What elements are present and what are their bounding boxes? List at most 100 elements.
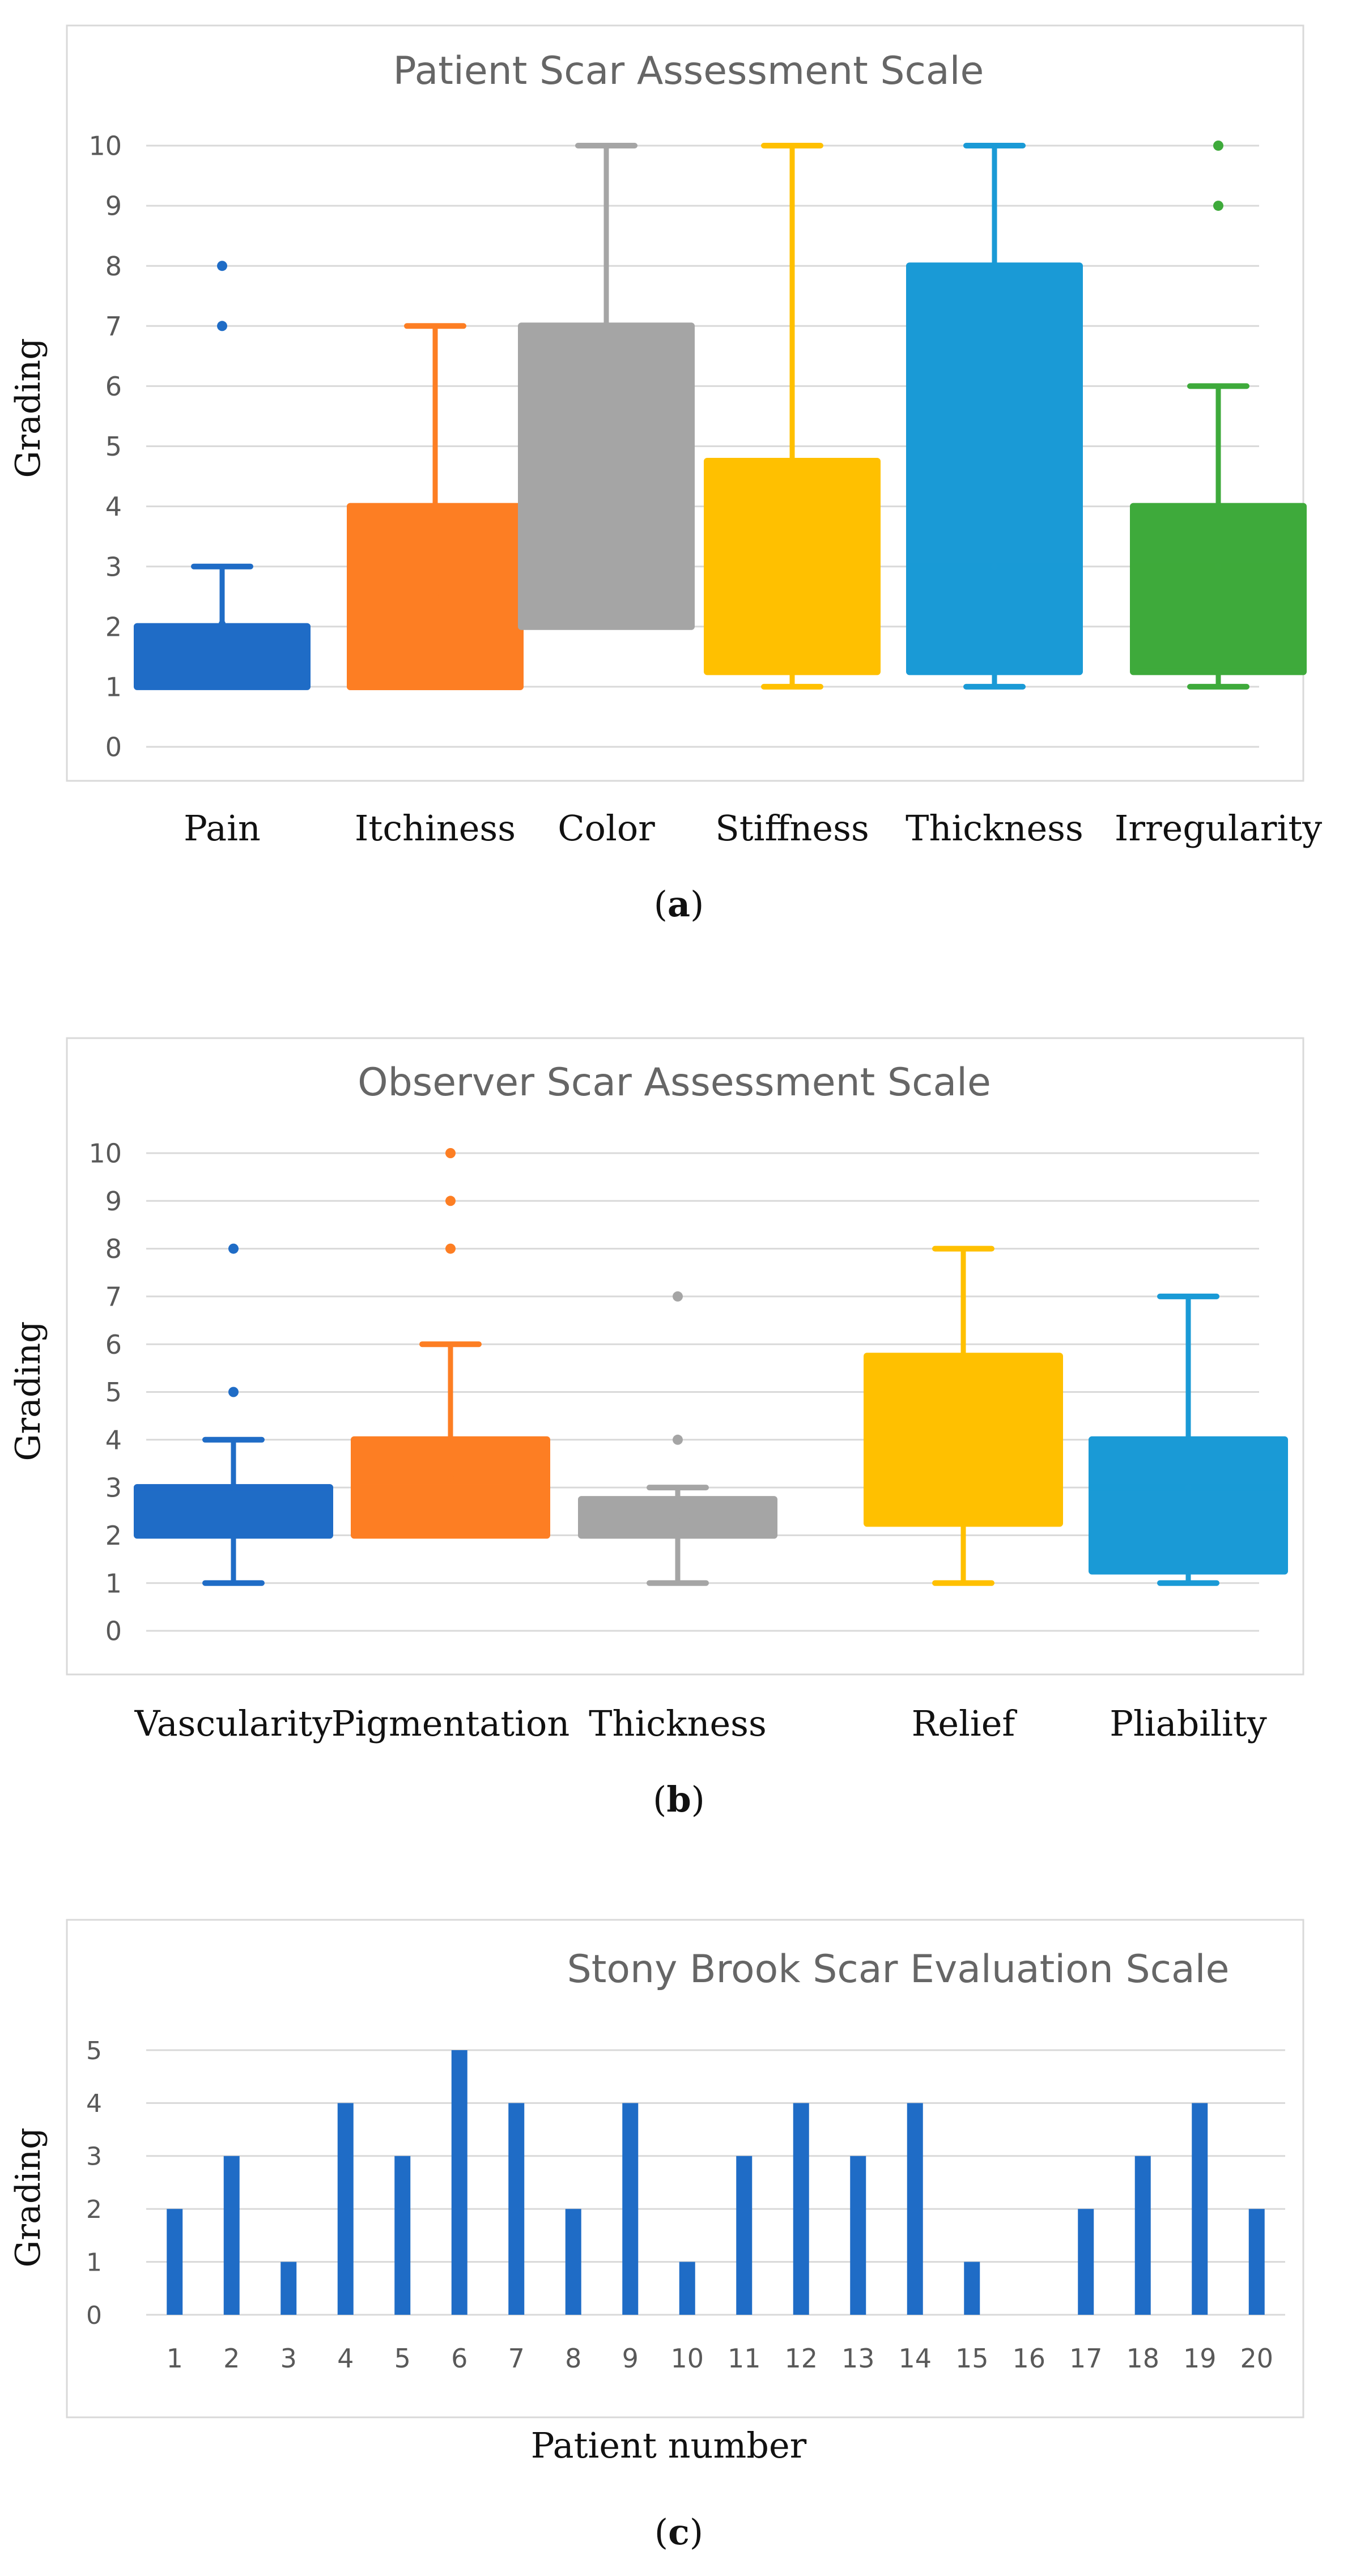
- chart-title: Patient Scar Assessment Scale: [393, 49, 984, 93]
- chart-title: Observer Scar Assessment Scale: [358, 1060, 991, 1105]
- mean-marker: [991, 563, 998, 570]
- caption-close: ): [691, 1779, 705, 1820]
- caption-open: (: [653, 1779, 666, 1820]
- mean-marker: [1185, 1484, 1192, 1491]
- category-label: Pliability: [1110, 1703, 1266, 1744]
- box-thickness: [578, 1291, 777, 1586]
- bar-patient-2: [223, 2156, 240, 2315]
- category-label: Color: [558, 807, 655, 849]
- y-tick-label: 3: [86, 2143, 102, 2171]
- bar-patient-4: [337, 2103, 354, 2315]
- box-itchiness: [347, 323, 524, 690]
- y-tick-label: 6: [105, 371, 122, 402]
- iqr-box: [906, 262, 1083, 675]
- y-axis-label: Grading: [8, 1321, 48, 1461]
- y-tick-label: 5: [86, 2037, 102, 2065]
- category-label: Vascularity: [134, 1703, 333, 1744]
- bar-patient-5: [394, 2156, 411, 2315]
- caption-letter: a: [668, 883, 690, 925]
- y-tick-label: 8: [105, 1234, 122, 1264]
- category-label: Stiffness: [715, 807, 869, 849]
- box-stiffness: [704, 143, 881, 690]
- bar-patient-11: [736, 2156, 753, 2315]
- mean-marker: [674, 1517, 681, 1525]
- mean-marker: [789, 563, 796, 570]
- x-tick-label: 4: [337, 2343, 354, 2374]
- y-axis-label: Grading: [8, 338, 48, 478]
- mean-marker: [603, 473, 610, 480]
- y-tick-label: 4: [105, 1425, 122, 1455]
- x-tick-label: 18: [1126, 2343, 1159, 2374]
- iqr-box: [134, 623, 311, 690]
- y-tick-label: 0: [86, 2301, 102, 2330]
- x-tick-label: 7: [508, 2343, 525, 2374]
- x-axis-label: Patient number: [531, 2425, 807, 2466]
- x-tick-label: 14: [898, 2343, 932, 2374]
- mean-marker: [960, 1460, 967, 1467]
- frame-gap: [70, 199, 77, 215]
- outlier-point: [217, 321, 227, 331]
- frame-gap: [70, 558, 77, 573]
- panel-caption: (c): [654, 2511, 703, 2553]
- bar-patient-9: [622, 2103, 639, 2315]
- y-axis-label: Grading: [8, 2127, 48, 2267]
- x-tick-label: 8: [565, 2343, 581, 2374]
- y-tick-label: 0: [105, 1616, 122, 1647]
- category-label: Thickness: [906, 807, 1083, 849]
- frame-gap: [70, 1480, 77, 1496]
- y-tick-label: 1: [86, 2248, 102, 2277]
- iqr-box: [1089, 1436, 1288, 1575]
- y-tick-label: 0: [105, 732, 122, 763]
- outlier-point: [445, 1148, 456, 1158]
- bar-patient-20: [1248, 2209, 1265, 2315]
- y-tick-label: 4: [86, 2089, 102, 2118]
- category-label: Irregularity: [1115, 807, 1322, 849]
- category-label: Thickness: [589, 1703, 767, 1744]
- outlier-point: [217, 261, 227, 271]
- y-tick-label: 3: [105, 551, 122, 582]
- bar-patient-19: [1192, 2103, 1208, 2315]
- iqr-box: [578, 1496, 777, 1539]
- y-tick-label: 2: [86, 2195, 102, 2224]
- bar-patient-6: [451, 2050, 467, 2315]
- frame-gap: [70, 1499, 77, 1515]
- x-tick-label: 9: [622, 2343, 639, 2374]
- caption-open: (: [654, 883, 668, 925]
- caption-close: ): [690, 883, 704, 925]
- box-pain: [134, 261, 311, 690]
- box-vascularity: [134, 1243, 333, 1586]
- box-color: [518, 143, 695, 630]
- mean-marker: [447, 1474, 454, 1482]
- y-tick-label: 2: [105, 611, 122, 642]
- x-tick-label: 6: [451, 2343, 467, 2374]
- x-tick-label: 19: [1183, 2343, 1217, 2374]
- outlier-point: [673, 1291, 683, 1302]
- caption-open: (: [654, 2511, 668, 2553]
- y-tick-label: 3: [105, 1473, 122, 1503]
- x-tick-label: 12: [784, 2343, 818, 2374]
- y-tick-label: 1: [105, 1568, 122, 1599]
- chart-frame: [66, 1037, 1304, 1676]
- x-tick-label: 10: [670, 2343, 704, 2374]
- bar-patient-17: [1078, 2209, 1094, 2315]
- panel-caption: (b): [653, 1779, 705, 1820]
- bar-patient-12: [793, 2103, 809, 2315]
- y-tick-label: 6: [105, 1329, 122, 1360]
- bar-patient-8: [565, 2209, 581, 2315]
- x-tick-label: 11: [728, 2343, 761, 2374]
- box-pliability: [1089, 1293, 1288, 1586]
- mean-marker: [432, 593, 439, 600]
- iqr-box: [864, 1353, 1063, 1527]
- box-relief: [864, 1246, 1063, 1586]
- outlier-point: [228, 1387, 239, 1397]
- panel-caption: (a): [654, 883, 704, 925]
- outlier-point: [445, 1196, 456, 1206]
- category-label: Itchiness: [355, 807, 516, 849]
- bar-patient-1: [167, 2209, 183, 2315]
- panel-b: Observer Scar Assessment Scale 0 1 2 3 4 5 6 7 8 9…: [8, 1037, 1304, 1820]
- outlier-point: [1213, 201, 1223, 211]
- x-tick-label: 3: [280, 2343, 297, 2374]
- x-tick-label: 1: [167, 2343, 183, 2374]
- panel-a: Patient Scar Assessment Scale 0 1 2 3 4 5 6 7 8 9 1…: [8, 24, 1322, 925]
- mean-marker: [1215, 563, 1222, 570]
